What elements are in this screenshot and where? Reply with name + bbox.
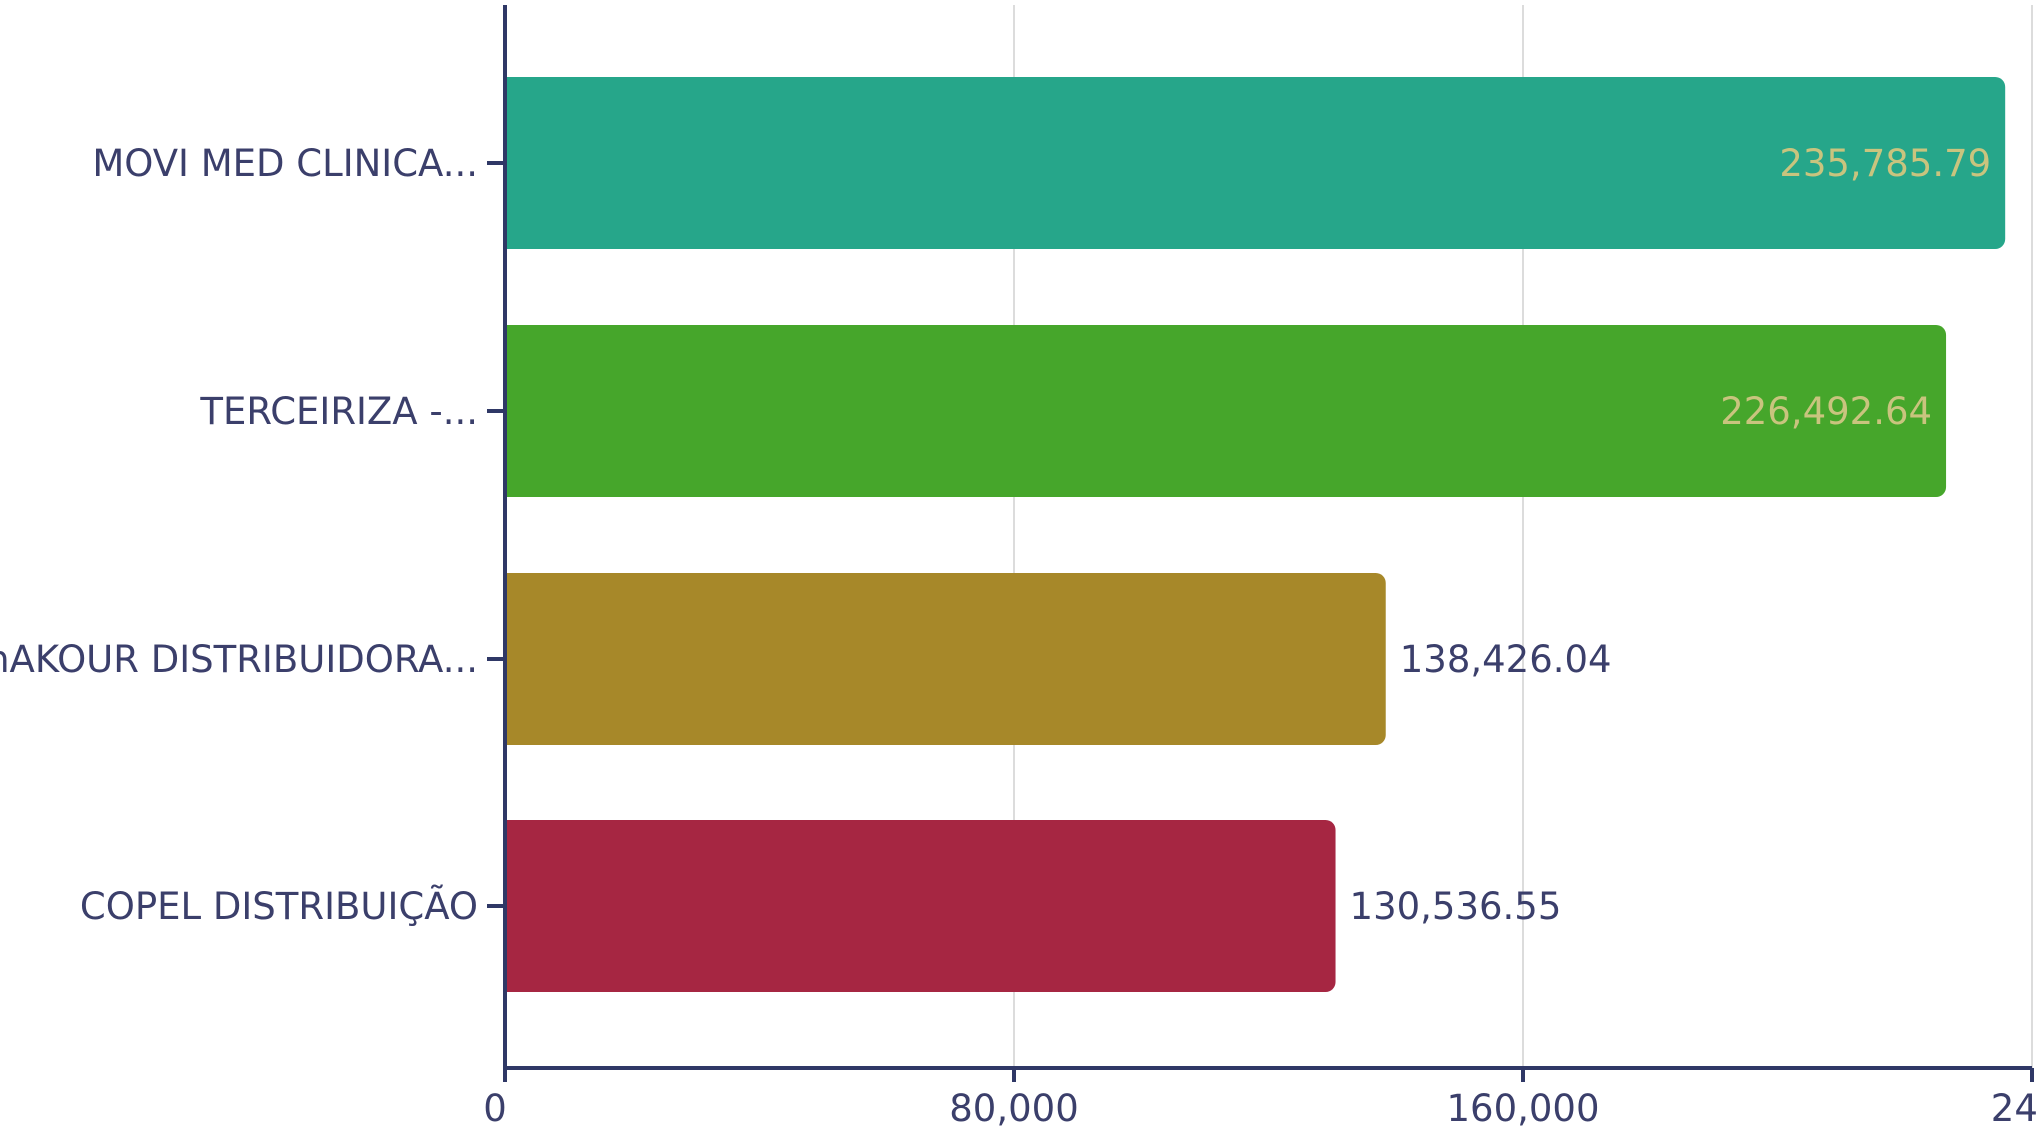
axes — [487, 5, 2034, 1082]
bar-edge — [505, 325, 525, 497]
bar — [505, 820, 1336, 992]
bar — [505, 573, 1386, 745]
bar-edge — [505, 77, 525, 249]
category-label: COPEL DISTRIBUIÇÃO — [80, 884, 478, 928]
bars — [505, 77, 2006, 992]
category-label: hAKOUR DISTRIBUIDORA... — [0, 638, 478, 681]
category-label: MOVI MED CLINICA... — [92, 142, 478, 185]
category-label: TERCEIRIZA -... — [199, 390, 478, 433]
data-label: 138,426.04 — [1400, 638, 1612, 681]
data-label: 130,536.55 — [1350, 885, 1562, 928]
data-label: 226,492.64 — [1720, 390, 1932, 433]
x-tick-label: 0 — [483, 1087, 507, 1129]
x-tick-label: 160,000 — [1446, 1087, 1599, 1129]
bar — [505, 77, 2006, 249]
bar — [505, 325, 1947, 497]
bar-edge — [505, 820, 525, 992]
x-tick-label: 240, — [1991, 1087, 2038, 1129]
data-label: 235,785.79 — [1779, 142, 1991, 185]
labels: 235,785.79 MOVI MED CLINICA... 226,492.64 T… — [0, 142, 2038, 1129]
bar-edge — [505, 573, 525, 745]
x-tick-label: 80,000 — [949, 1087, 1078, 1129]
